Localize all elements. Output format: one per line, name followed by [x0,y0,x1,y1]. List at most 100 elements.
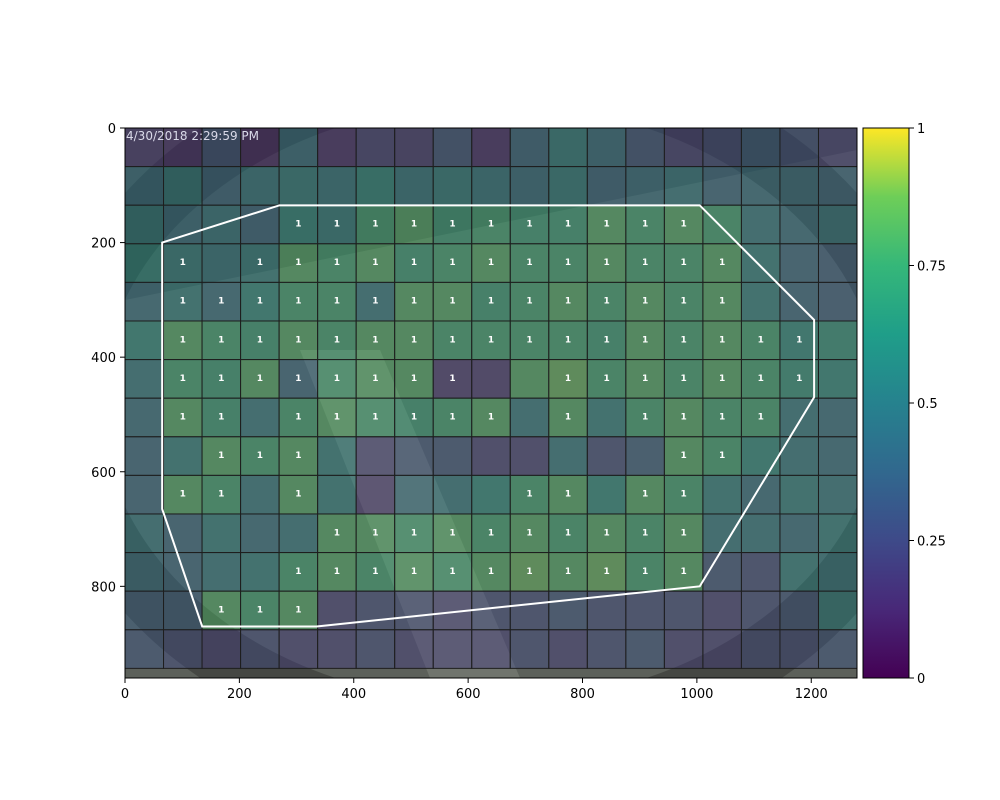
heatmap-cell [394,320,434,361]
cell-label: 1 [488,567,494,577]
heatmap-cell [663,474,704,515]
cell-label: 1 [449,258,455,268]
cell-label: 1 [565,567,571,577]
cell-label: 1 [681,451,687,461]
cell-label: 1 [449,335,455,345]
heatmap-cells [125,128,857,669]
heatmap-cell [702,474,742,515]
heatmap-cell [779,590,819,631]
heatmap-cell [394,629,434,669]
cell-label: 1 [218,451,224,461]
heatmap-cell [201,436,242,476]
heatmap-cell [278,552,319,592]
heatmap-cell [779,281,819,322]
heatmap-cell [625,513,665,554]
cell-label: 1 [218,374,224,384]
heatmap-cell [201,243,242,283]
heatmap-cell [779,128,819,168]
heatmap-cell [509,474,550,515]
heatmap-cell [509,128,550,168]
cell-label: 1 [719,297,725,307]
heatmap-cell [355,359,396,399]
cell-label: 1 [603,297,609,307]
heatmap-cell [779,166,819,206]
cell-label: 1 [526,258,532,268]
heatmap-cell [740,243,781,283]
cell-label: 1 [565,297,571,307]
heatmap-cell [471,128,511,168]
heatmap-cell [586,243,627,283]
cell-label: 1 [411,258,417,268]
heatmap-cell [740,128,781,168]
heatmap-cell [548,474,588,515]
heatmap-cell [509,397,550,438]
cell-label: 1 [180,335,186,345]
heatmap-cell [740,590,781,631]
heatmap-cell [278,436,319,476]
heatmap-cell [548,320,588,361]
cell-label: 1 [334,412,340,422]
cell-labels: 1 1 1 1 1 1 1 1 1 1 1 1 1 1 1 1 1 1 1 1 1 1 1 1 1 1 1 1 1 1 1 1 1 1 1 1 1 1 1 1… [180,219,803,615]
heatmap-cell [817,359,857,399]
cell-label: 1 [372,219,378,229]
cell-label: 1 [334,374,340,384]
heatmap-cell [355,436,396,476]
heatmap-cell [278,128,319,168]
cell-label: 1 [334,258,340,268]
heatmap-cell [201,320,242,361]
heatmap-cell [240,513,280,554]
cell-label: 1 [719,412,725,422]
heatmap-cell [663,166,704,206]
heatmap-cell [817,436,857,476]
heatmap-cell [278,474,319,515]
heatmap-cell [817,397,857,438]
cell-label: 1 [449,297,455,307]
heatmap-cell [163,243,203,283]
heatmap-cell [817,513,857,554]
heatmap-cell [586,166,627,206]
heatmap-cell [509,359,550,399]
cell-label: 1 [334,567,340,577]
y-tick-label: 400 [91,351,116,366]
heatmap-cell [625,166,665,206]
heatmap-cell [317,359,357,399]
heatmap-cell [817,243,857,283]
cell-label: 1 [295,490,301,500]
cell-label: 1 [603,219,609,229]
heatmap-cell [740,281,781,322]
x-tick-label: 600 [456,687,481,702]
cell-label: 1 [603,567,609,577]
heatmap-cell [548,359,588,399]
cell-label: 1 [642,412,648,422]
heatmap-cell [625,281,665,322]
heatmap-cell [317,166,357,206]
cell-label: 1 [526,297,532,307]
cell-label: 1 [642,374,648,384]
heatmap-cell [240,243,280,283]
heatmap-cell [548,243,588,283]
heatmap-cell [278,513,319,554]
heatmap-cell [663,436,704,476]
heatmap-cell [201,166,242,206]
heatmap-cell [432,243,473,283]
heatmap-cell [702,204,742,245]
heatmap-cell [702,128,742,168]
heatmap-cell [471,166,511,206]
heatmap-cell [663,320,704,361]
cell-label: 1 [681,412,687,422]
heatmap-cell [163,166,203,206]
heatmap-cell [355,513,396,554]
heatmap-cell [740,436,781,476]
heatmap-cell [625,128,665,168]
heatmap-cell [625,590,665,631]
heatmap-cell [702,590,742,631]
heatmap-cell [471,204,511,245]
heatmap-cell [163,629,203,669]
heatmap-cell [817,629,857,669]
cell-label: 1 [411,335,417,345]
heatmap-cell [509,552,550,592]
cell-label: 1 [565,374,571,384]
heatmap-cell [702,629,742,669]
cell-label: 1 [719,335,725,345]
heatmap-cell [432,513,473,554]
